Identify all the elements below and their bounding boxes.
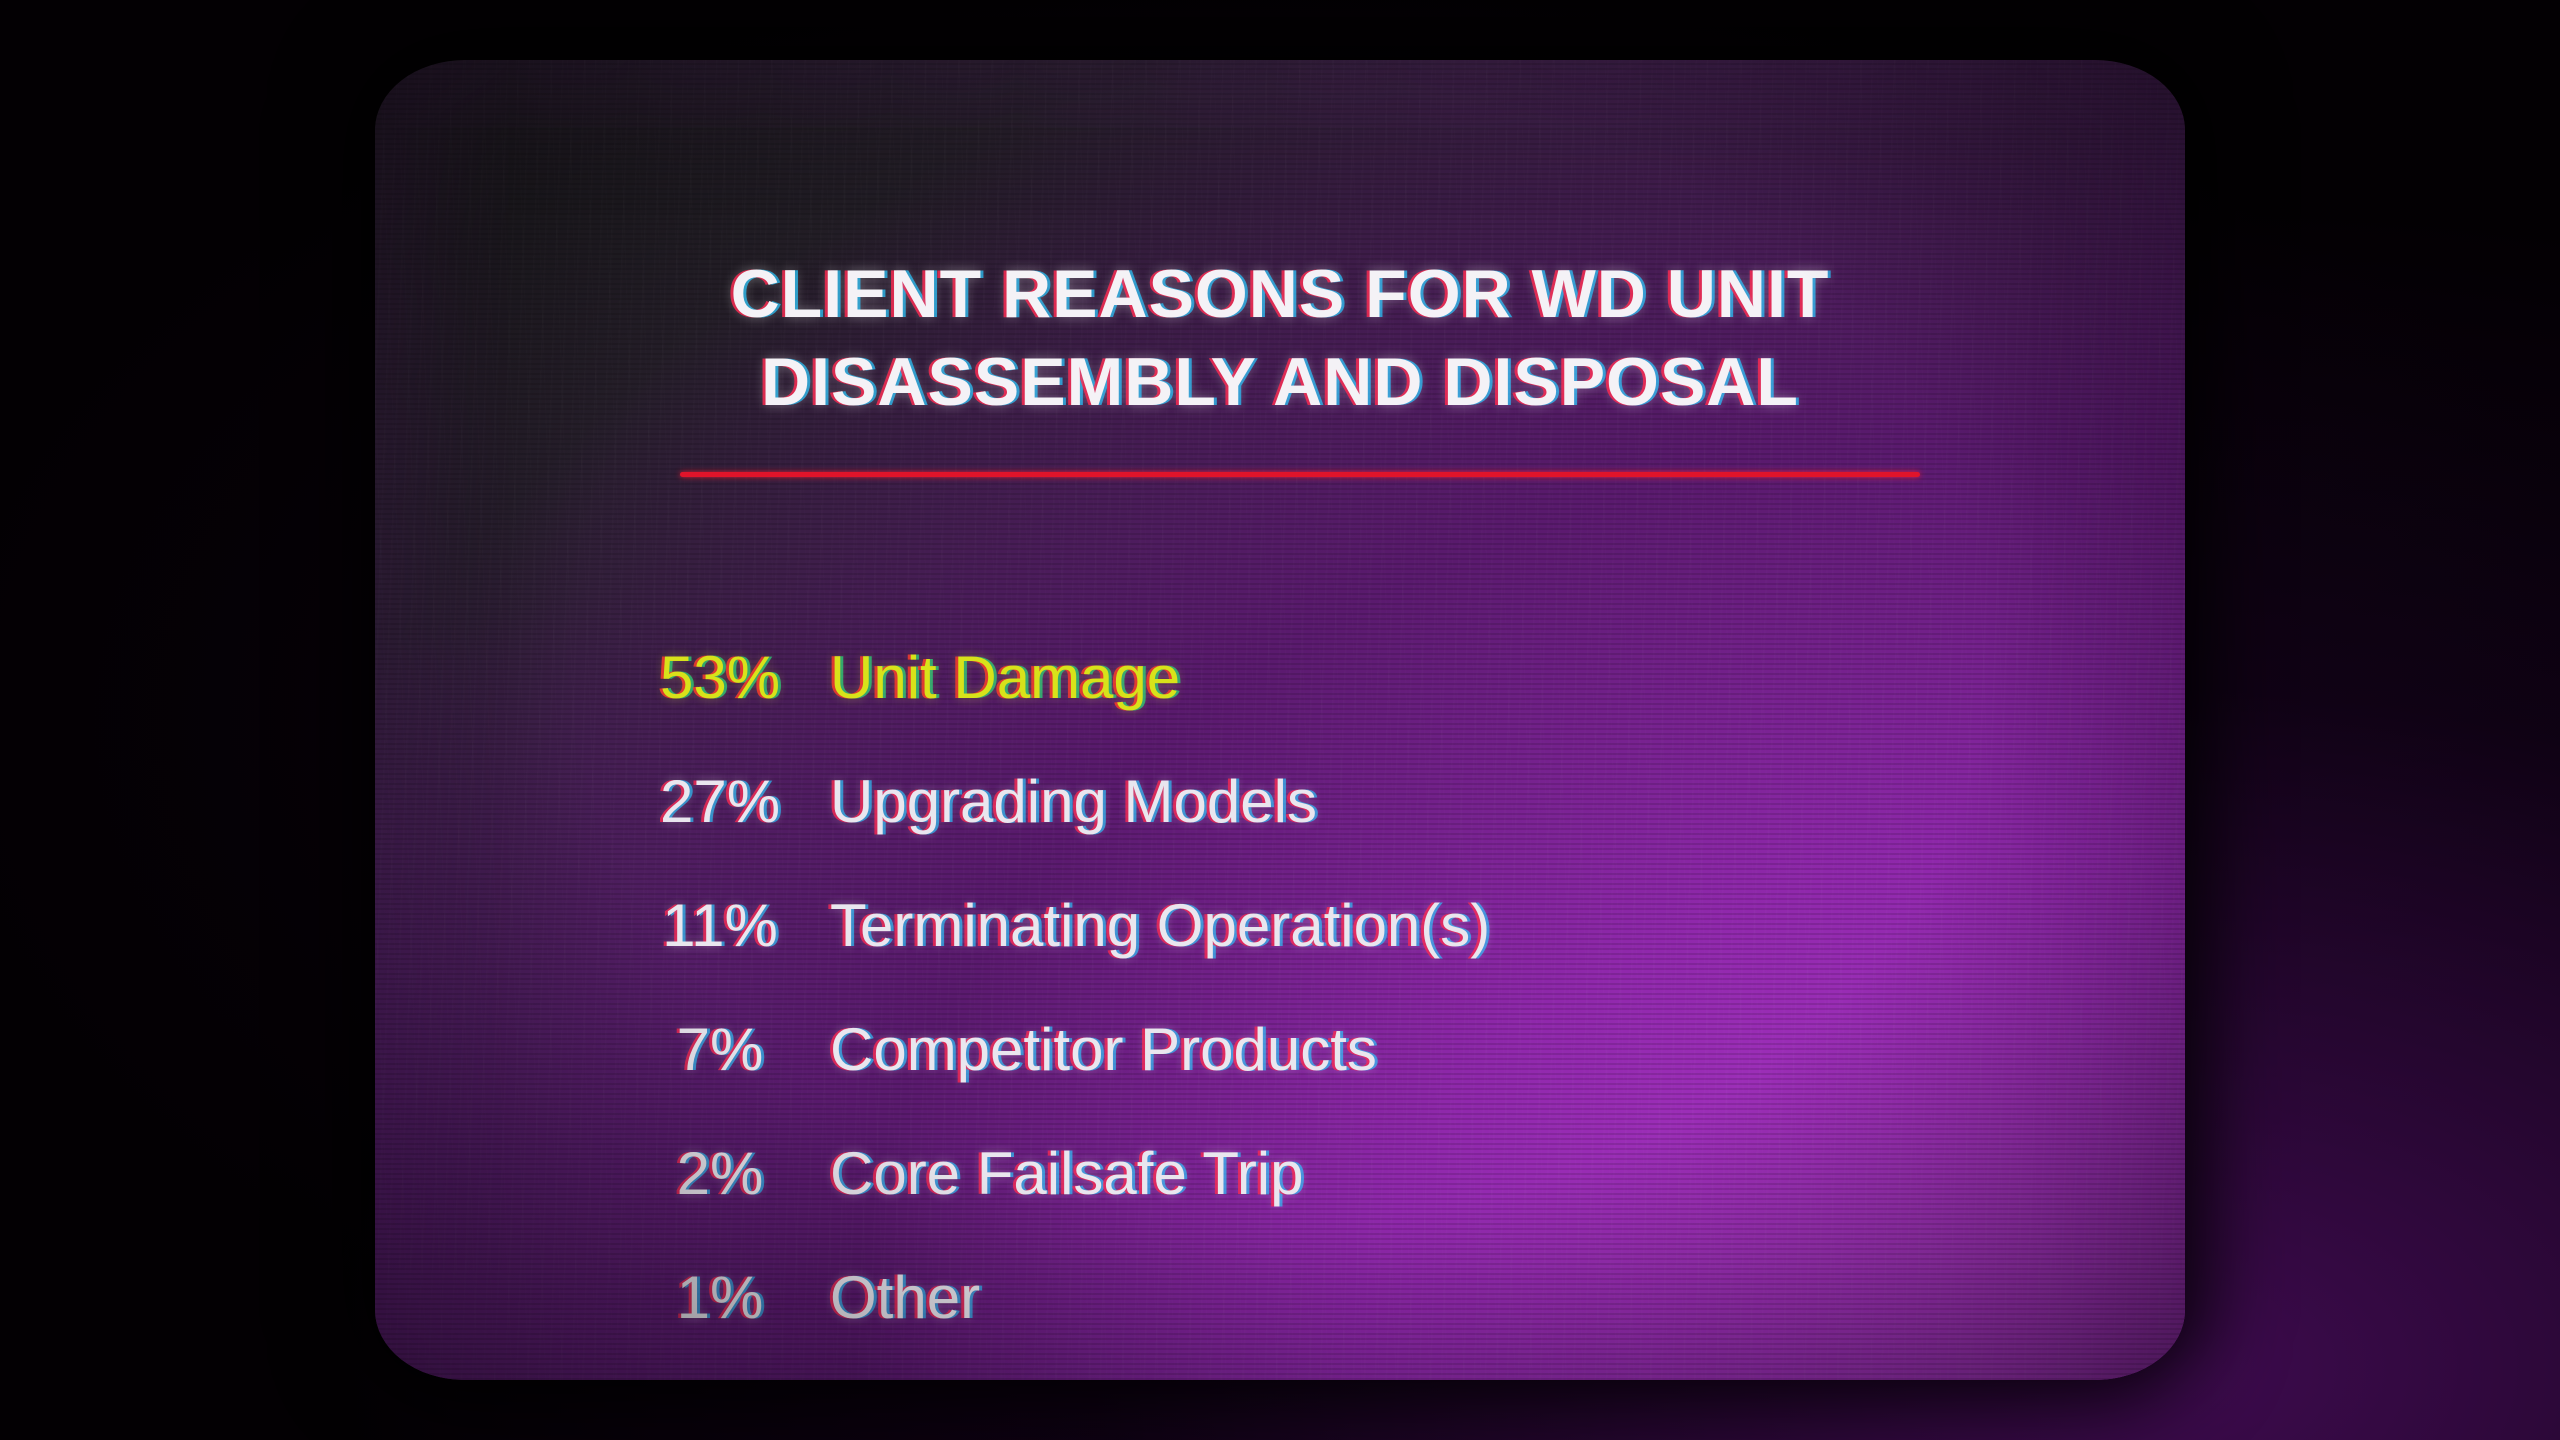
reason-label: Competitor Products [830,1015,1377,1083]
reason-row-competitor-products: 7% Competitor Products [640,987,1490,1111]
static-noise [375,60,2185,1380]
reason-row-upgrading-models: 27% Upgrading Models [640,739,1490,863]
reason-row-other: 1% Other [640,1235,1490,1359]
reasons-list: 53% Unit Damage 27% Upgrading Models 11%… [640,615,1490,1359]
crt-screen: CLIENT REASONS FOR WD UNIT DISASSEMBLY A… [375,60,2185,1380]
reason-label: Terminating Operation(s) [830,891,1491,959]
reason-percent: 53% [659,643,781,711]
reason-row-unit-damage: 53% Unit Damage [640,615,1490,739]
title-divider [680,472,1920,477]
reason-percent: 11% [662,891,778,959]
reason-percent: 1% [676,1263,764,1331]
reason-label: Other [830,1263,981,1331]
reason-row-core-failsafe-trip: 2% Core Failsafe Trip [640,1111,1490,1235]
reason-label: Unit Damage [830,643,1181,711]
slide-title-line-1: CLIENT REASONS FOR WD UNIT [730,256,1830,332]
reason-label: Core Failsafe Trip [830,1139,1304,1207]
slide-title-line-2: DISASSEMBLY AND DISPOSAL [761,344,1799,420]
reason-percent: 2% [676,1139,764,1207]
reason-label: Upgrading Models [830,767,1317,835]
reason-percent: 27% [659,767,781,835]
slide-title: CLIENT REASONS FOR WD UNIT DISASSEMBLY A… [375,250,2185,426]
reason-row-terminating-operations: 11% Terminating Operation(s) [640,863,1490,987]
reason-percent: 7% [676,1015,764,1083]
